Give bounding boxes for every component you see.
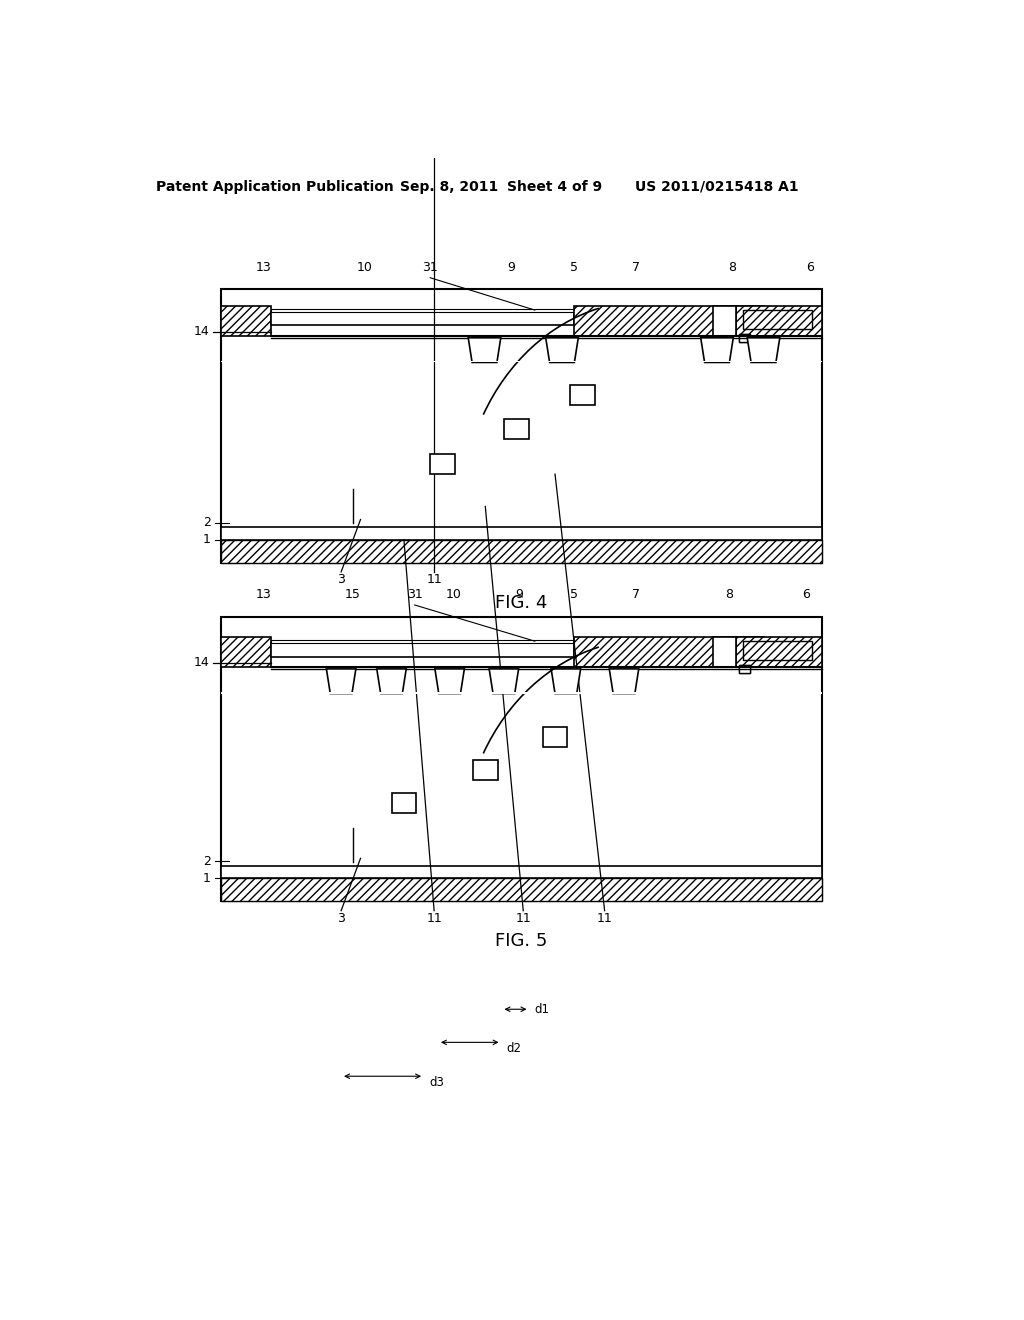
Bar: [738, 665, 750, 673]
Text: 11: 11: [426, 912, 442, 925]
Text: US 2011/0215418 A1: US 2011/0215418 A1: [635, 180, 799, 194]
Text: 8: 8: [728, 261, 736, 275]
Polygon shape: [377, 669, 407, 693]
Bar: [221, 289, 821, 562]
Text: 3: 3: [337, 573, 345, 586]
Bar: [473, 760, 498, 780]
Text: 31: 31: [422, 261, 438, 275]
Text: 11: 11: [515, 912, 531, 925]
Bar: [736, 638, 821, 667]
Bar: [569, 385, 595, 405]
Bar: [742, 310, 812, 330]
Text: Sep. 8, 2011: Sep. 8, 2011: [400, 180, 499, 194]
Polygon shape: [748, 338, 779, 363]
Polygon shape: [327, 669, 356, 693]
Text: 13: 13: [256, 589, 271, 602]
Bar: [391, 793, 417, 813]
Text: 8: 8: [725, 589, 732, 602]
Text: 11: 11: [426, 573, 442, 586]
Bar: [271, 309, 573, 312]
Bar: [221, 306, 271, 335]
Text: 15: 15: [345, 589, 360, 602]
Bar: [543, 727, 567, 747]
Bar: [221, 878, 821, 902]
Text: d2: d2: [507, 1041, 521, 1055]
Text: 14: 14: [194, 656, 210, 669]
Text: 9: 9: [508, 261, 515, 275]
Text: 5: 5: [569, 261, 578, 275]
Text: Sheet 4 of 9: Sheet 4 of 9: [507, 180, 602, 194]
Text: 2: 2: [203, 855, 211, 869]
Text: 11: 11: [597, 912, 612, 925]
Bar: [736, 306, 821, 335]
Bar: [738, 334, 750, 342]
Text: 1: 1: [203, 871, 211, 884]
Text: 10: 10: [445, 589, 462, 602]
Polygon shape: [551, 669, 581, 693]
Text: 2: 2: [203, 516, 211, 529]
Text: 10: 10: [356, 261, 373, 275]
Bar: [713, 306, 736, 335]
Bar: [271, 643, 573, 656]
Text: FIG. 5: FIG. 5: [495, 932, 547, 950]
Bar: [271, 312, 573, 326]
Bar: [738, 665, 750, 673]
Text: FIG. 4: FIG. 4: [495, 594, 547, 611]
Bar: [221, 638, 271, 667]
Bar: [221, 616, 821, 902]
Bar: [742, 642, 812, 660]
Bar: [221, 866, 821, 878]
Text: 31: 31: [407, 589, 423, 602]
Text: 3: 3: [337, 912, 345, 925]
Polygon shape: [468, 338, 501, 363]
Bar: [221, 540, 821, 562]
Text: 7: 7: [632, 589, 640, 602]
Polygon shape: [489, 669, 518, 693]
Text: Patent Application Publication: Patent Application Publication: [157, 180, 394, 194]
Text: 6: 6: [806, 261, 814, 275]
Text: 14: 14: [194, 325, 210, 338]
Text: d1: d1: [535, 1003, 549, 1016]
Polygon shape: [546, 338, 579, 363]
Bar: [221, 692, 821, 693]
Bar: [430, 454, 455, 474]
Text: d3: d3: [429, 1076, 443, 1089]
Bar: [573, 638, 764, 667]
Bar: [713, 638, 736, 667]
Text: 13: 13: [256, 261, 271, 275]
Polygon shape: [700, 338, 733, 363]
Bar: [221, 360, 821, 363]
Text: 1: 1: [203, 533, 211, 546]
Text: 6: 6: [802, 589, 810, 602]
Bar: [221, 527, 821, 540]
Polygon shape: [435, 669, 464, 693]
Text: 7: 7: [632, 261, 640, 275]
Text: 5: 5: [569, 589, 578, 602]
Bar: [271, 640, 573, 643]
Bar: [738, 334, 750, 342]
Polygon shape: [609, 669, 639, 693]
Bar: [573, 306, 764, 335]
Bar: [504, 420, 528, 440]
Text: 9: 9: [515, 589, 523, 602]
